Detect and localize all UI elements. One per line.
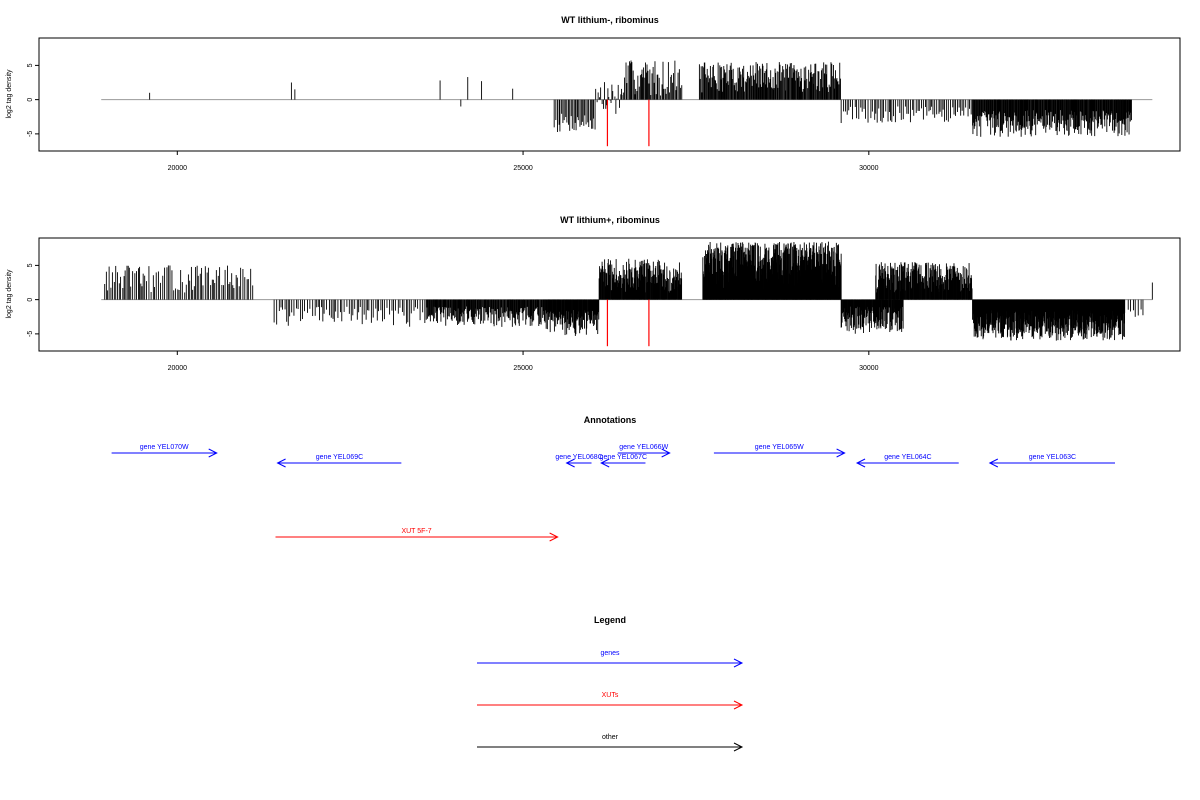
gene-feature: gene YEL063C <box>988 454 1115 468</box>
gene-label: gene YEL064C <box>884 454 931 461</box>
arrowhead <box>855 458 866 468</box>
x-tick-label: 30000 <box>859 365 879 372</box>
marker-lines <box>606 99 650 147</box>
arrowhead <box>208 448 218 458</box>
gene-feature: gene YEL067C <box>600 454 647 468</box>
gene-feature: gene YEL068C <box>555 454 603 468</box>
x-axis: 20000 25000 30000 <box>168 351 879 372</box>
x-tick-label: 30000 <box>859 165 879 172</box>
arrowhead <box>565 458 575 468</box>
y-axis: -5 0 5 <box>27 263 39 337</box>
plot-frame <box>38 237 1181 352</box>
x-tick-label: 20000 <box>168 165 188 172</box>
y-axis-label: log2 tag density <box>6 269 13 319</box>
xut-feature: XUT 5F-7 <box>275 528 559 542</box>
x-axis: 20000 25000 30000 <box>168 151 879 172</box>
gene-feature: gene YEL064C <box>855 454 959 468</box>
y-tick-label: 0 <box>27 298 34 302</box>
y-tick-label: 0 <box>27 98 34 102</box>
y-tick-label: -5 <box>27 131 34 137</box>
gene-feature: gene YEL069C <box>276 454 402 468</box>
legend-items: genes XUTs other <box>477 650 744 752</box>
legend-label: other <box>602 734 619 741</box>
y-tick-label: 5 <box>27 263 34 267</box>
x-tick-label: 25000 <box>513 365 533 372</box>
signal-bars <box>149 60 1132 137</box>
arrowhead <box>733 742 744 752</box>
arrowhead <box>276 458 286 468</box>
panel-title: WT lithium-, ribominus <box>561 15 659 25</box>
annotations-panel: Annotations gene YEL070W gene YEL069C gene… <box>111 415 1115 542</box>
legend-panel: Legend genes XUTs other <box>477 615 744 752</box>
gene-label: gene YEL063C <box>1029 454 1076 461</box>
arrowhead <box>733 700 744 710</box>
annotations-title: Annotations <box>584 415 637 425</box>
gene-feature: gene YEL070W <box>111 444 218 458</box>
y-axis-label: log2 tag density <box>6 69 13 119</box>
gene-label: gene YEL068C <box>555 454 602 461</box>
panel-lithium-plus: WT lithium+, ribominus log2 tag density … <box>6 215 1181 372</box>
legend-label: genes <box>600 650 620 657</box>
gene-label: gene YEL067C <box>600 454 647 461</box>
arrowhead <box>549 532 559 542</box>
gene-label: gene YEL069C <box>316 454 363 461</box>
signal-bars <box>104 241 1153 341</box>
legend-item: other <box>477 734 744 752</box>
plot-frame <box>38 37 1181 152</box>
xut-label: XUT 5F-7 <box>401 528 431 535</box>
arrowhead <box>733 658 744 668</box>
legend-title: Legend <box>594 615 626 625</box>
gene-feature: gene YEL066W <box>617 444 671 458</box>
x-tick-label: 20000 <box>168 365 188 372</box>
panel-lithium-minus: WT lithium-, ribominus log2 tag density … <box>6 15 1181 172</box>
arrowhead <box>988 458 999 468</box>
y-tick-label: 5 <box>27 63 34 67</box>
gene-feature: gene YEL065W <box>713 444 846 458</box>
arrowhead <box>600 458 610 468</box>
gene-label: gene YEL065W <box>755 444 804 451</box>
legend-label: XUTs <box>602 692 619 699</box>
marker-lines <box>606 299 650 347</box>
arrowhead <box>836 448 846 458</box>
gene-label: gene YEL066W <box>619 444 668 451</box>
gene-label: gene YEL070W <box>140 444 189 451</box>
legend-item: genes <box>477 650 744 668</box>
panel-title: WT lithium+, ribominus <box>560 215 660 225</box>
y-axis: -5 0 5 <box>27 63 39 137</box>
arrowhead <box>661 448 671 458</box>
y-tick-label: -5 <box>27 331 34 337</box>
legend-item: XUTs <box>477 692 744 710</box>
x-tick-label: 25000 <box>513 165 533 172</box>
